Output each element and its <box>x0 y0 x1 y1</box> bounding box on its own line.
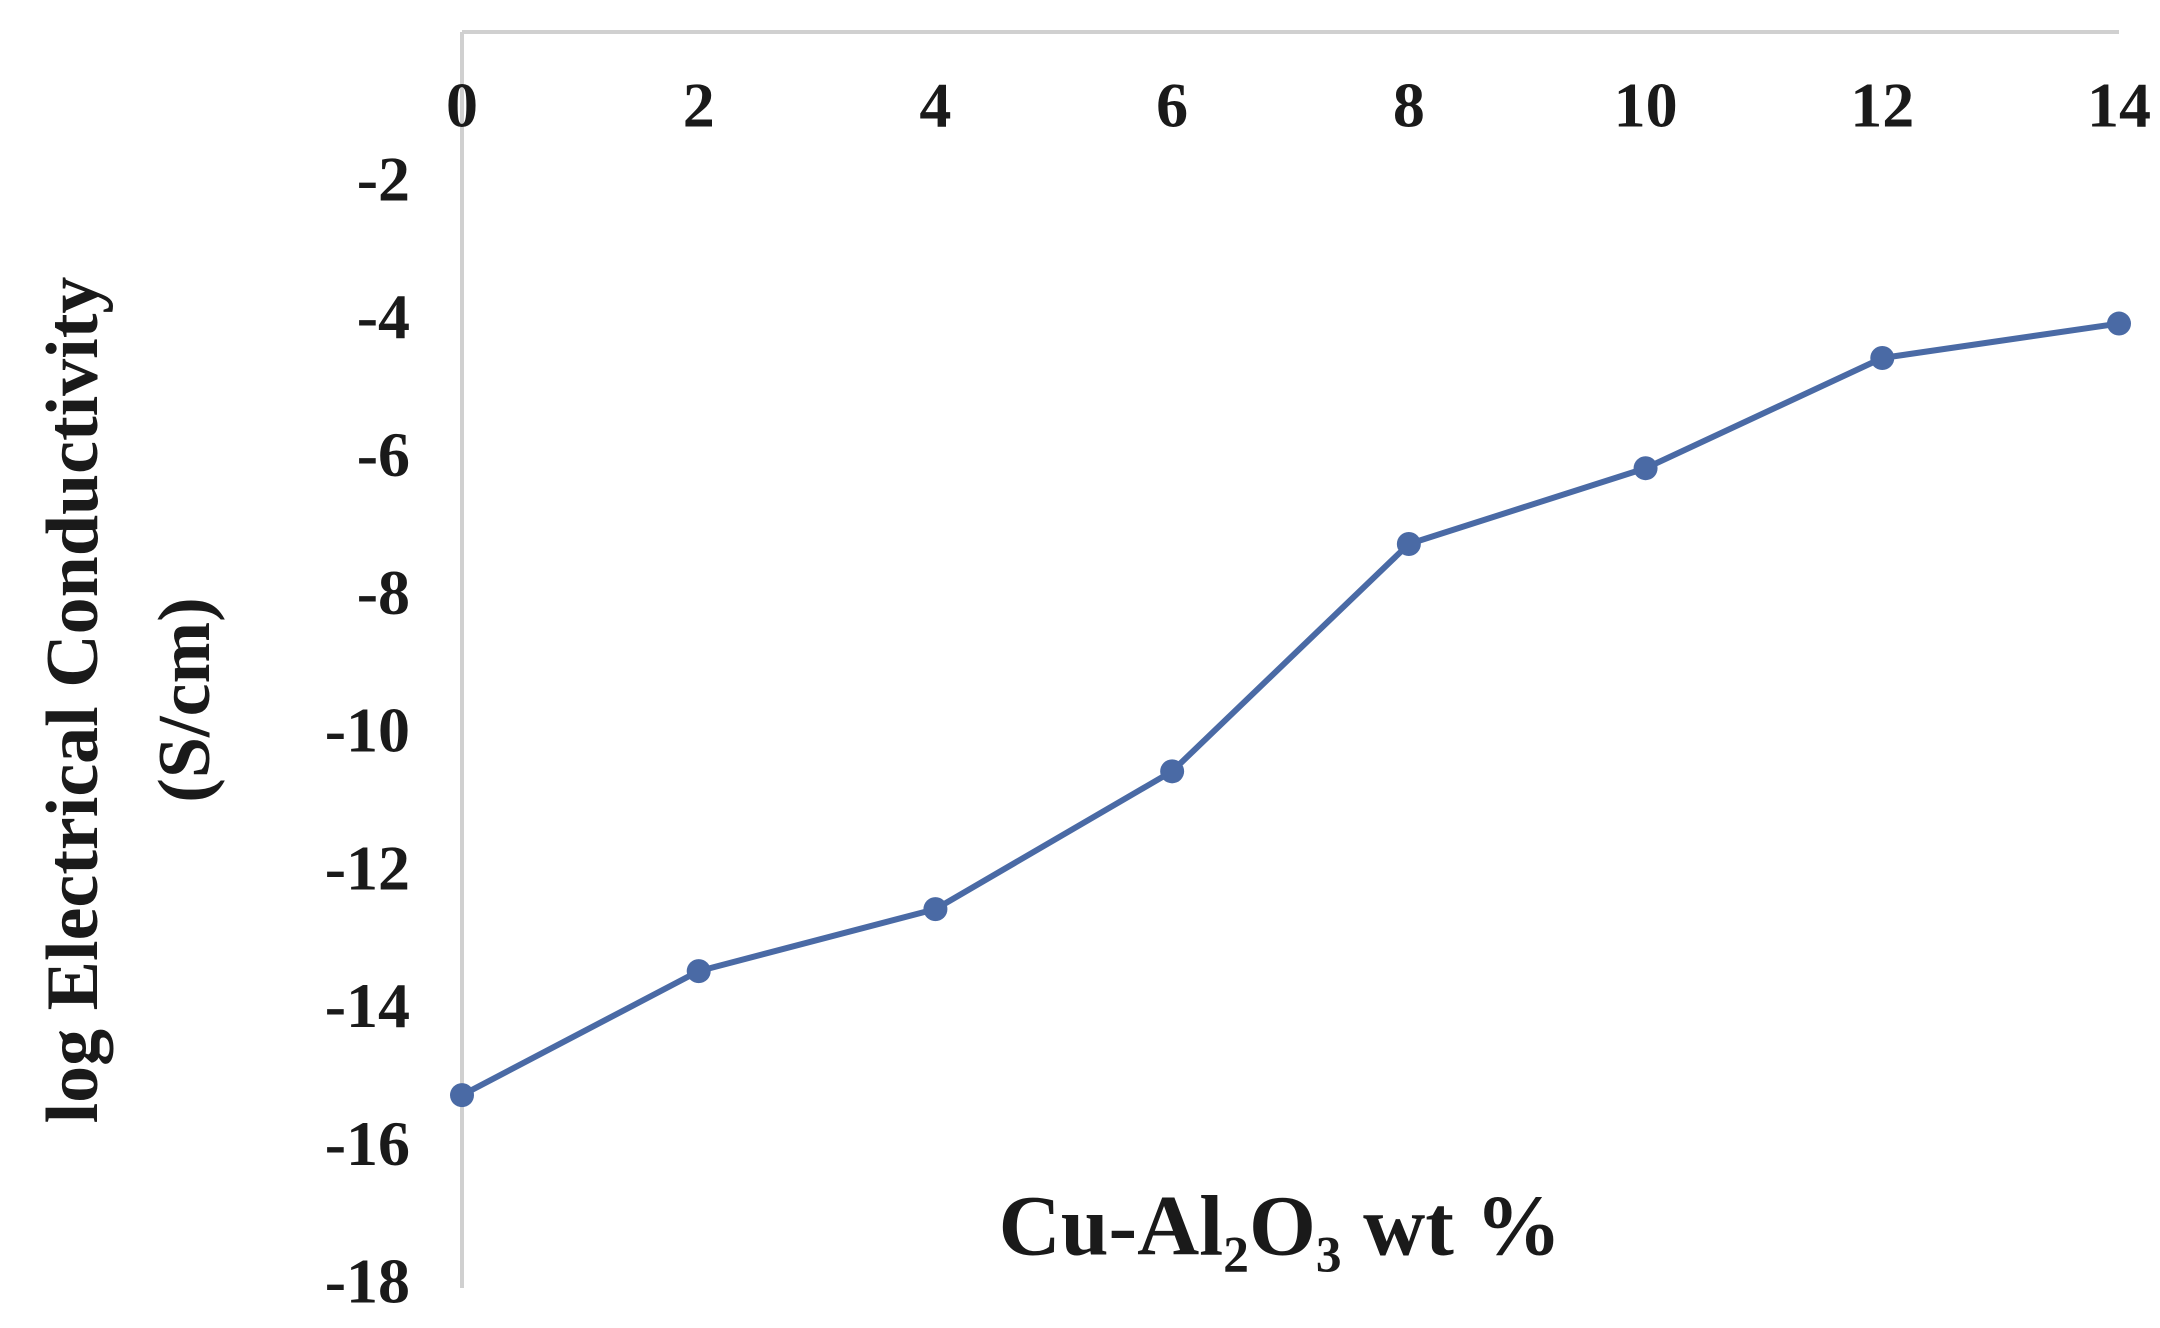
y-tick-label: -12 <box>325 832 410 903</box>
data-point <box>1633 456 1658 481</box>
x-tick-label: 8 <box>1393 70 1425 141</box>
data-point <box>686 959 711 984</box>
data-point <box>450 1083 474 1108</box>
y-tick-label: -2 <box>357 143 410 214</box>
y-tick-label: -6 <box>357 419 410 490</box>
data-point <box>2107 311 2131 336</box>
data-point <box>1396 532 1421 556</box>
data-point <box>923 897 948 922</box>
y-axis-title: log Electrical Conductivity <box>32 277 114 1124</box>
y-tick-label: -18 <box>325 1246 410 1317</box>
y-tick-label: -16 <box>325 1108 410 1179</box>
data-line <box>460 320 2120 1098</box>
x-tick-label: 10 <box>1614 70 1678 141</box>
x-axis-title: Cu-Al₂O₃ wt % <box>999 1178 1562 1274</box>
y-axis-title: (S/cm) <box>144 597 226 803</box>
x-tick-label: 2 <box>683 70 715 141</box>
x-tick-label: 12 <box>1850 70 1914 141</box>
data-point <box>1160 759 1185 784</box>
y-tick-label: -10 <box>325 695 410 766</box>
y-tick-label: -8 <box>357 557 410 628</box>
data-point <box>1870 346 1895 370</box>
x-tick-label: 14 <box>2087 70 2151 141</box>
y-tick-label: -14 <box>325 970 410 1041</box>
x-tick-label: 0 <box>446 70 478 141</box>
x-tick-label: 6 <box>1156 70 1188 141</box>
x-tick-label: 4 <box>919 70 951 141</box>
y-tick-label: -4 <box>357 281 410 352</box>
